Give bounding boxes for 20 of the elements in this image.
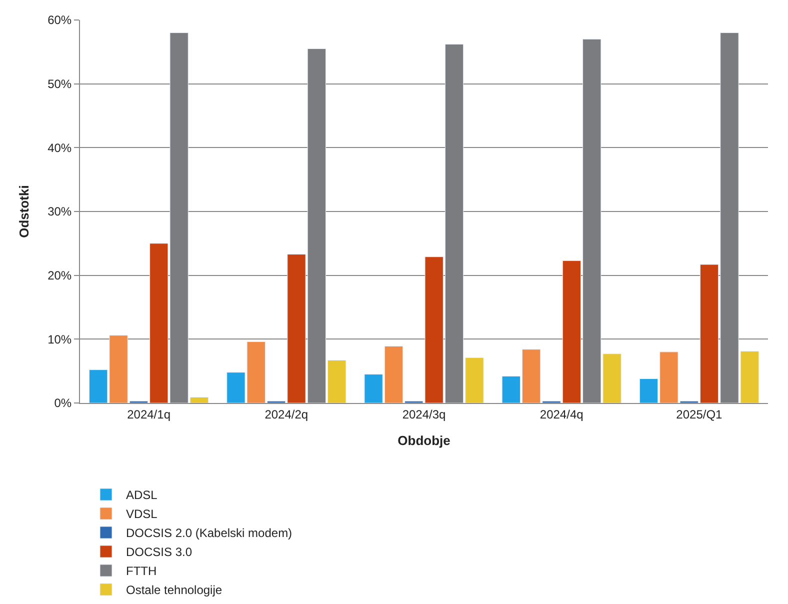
x-axis-title: Obdobje	[398, 433, 450, 448]
y-tick-label: 20%	[48, 268, 72, 283]
y-tick-label: 60%	[48, 13, 72, 28]
legend-label: Ostale tehnologije	[126, 583, 222, 598]
y-tick-label: 30%	[48, 204, 72, 219]
x-tick-label: 2024/2q	[264, 407, 308, 422]
x-tick-label: 2025/Q1	[676, 407, 723, 422]
legend-label: DOCSIS 3.0	[126, 545, 192, 560]
y-tick-label: 0%	[54, 396, 72, 410]
y-axis-title: Odstotki	[16, 185, 32, 238]
legend-label: ADSL	[126, 488, 158, 502]
x-tick-label: 2024/3q	[402, 407, 446, 422]
legend-label: FTTH	[126, 564, 157, 578]
legend-label: VDSL	[126, 507, 158, 522]
y-tick-label: 50%	[48, 77, 72, 92]
x-tick-label: 2024/1q	[127, 407, 170, 422]
x-tick-label: 2024/4q	[540, 407, 584, 422]
y-tick-label: 10%	[48, 332, 72, 346]
y-tick-label: 40%	[48, 140, 72, 155]
legend-label: DOCSIS 2.0 (Kabelski modem)	[126, 526, 292, 540]
